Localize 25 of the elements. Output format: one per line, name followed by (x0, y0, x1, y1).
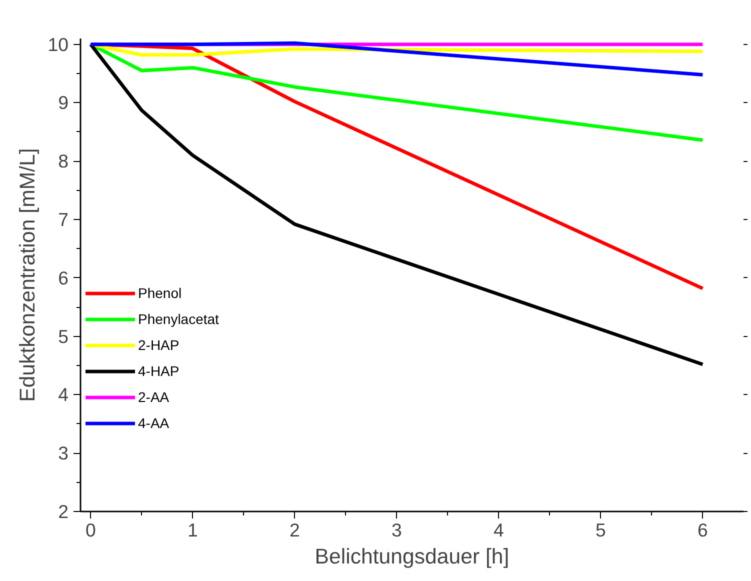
x-tick-label: 0 (86, 520, 96, 540)
y-tick-label: 6 (58, 267, 69, 288)
y-tick-label: 5 (58, 326, 69, 347)
x-tick-label: 5 (596, 520, 606, 540)
y-tick-label: 2 (58, 501, 69, 522)
y-axis-title: Eduktkonzentration [mM/L] (16, 148, 40, 402)
x-tick-label: 6 (698, 520, 708, 540)
x-tick-label: 3 (392, 520, 402, 540)
legend-label: 2-HAP (138, 337, 180, 353)
y-tick-label: 3 (58, 442, 69, 464)
legend-label: Phenylacetat (138, 311, 219, 327)
legend-label: 4-AA (138, 415, 170, 431)
x-tick-label: 2 (290, 520, 300, 540)
x-axis-title: Belichtungsdauer [h] (314, 544, 510, 568)
x-tick-label: 1 (188, 520, 198, 540)
line-series (88, 42, 704, 366)
legend-label: 2-AA (138, 389, 170, 405)
legend-label: Phenol (138, 285, 182, 301)
y-tick-label: 7 (58, 209, 69, 230)
y-tick-label: 4 (58, 384, 69, 406)
legend-label: 4-HAP (138, 363, 180, 379)
y-tick-label: 10 (48, 34, 69, 55)
y-tick-label: 8 (58, 150, 69, 172)
x-tick-label: 4 (494, 520, 504, 540)
y-tick-label: 9 (58, 92, 69, 114)
